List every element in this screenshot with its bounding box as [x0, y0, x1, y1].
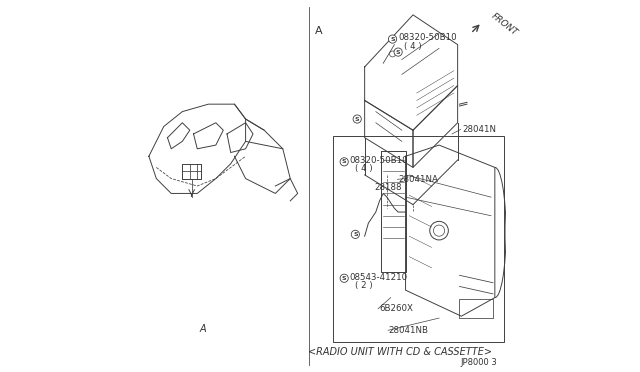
Text: 28041N: 28041N [462, 125, 496, 134]
Circle shape [351, 230, 360, 238]
Text: S: S [353, 232, 358, 237]
Text: ( 4 ): ( 4 ) [355, 164, 373, 173]
Circle shape [353, 115, 362, 123]
Circle shape [394, 48, 402, 56]
Text: A: A [315, 26, 323, 36]
Text: S: S [396, 49, 401, 55]
Text: S: S [342, 276, 346, 281]
Text: FRONT: FRONT [489, 11, 519, 37]
Bar [460, 299, 493, 318]
Text: ( 2 ): ( 2 ) [355, 281, 373, 290]
Text: 28041NA: 28041NA [398, 175, 438, 184]
Text: S: S [390, 36, 395, 42]
Text: 08543-41210: 08543-41210 [349, 273, 408, 282]
Text: A: A [200, 324, 206, 334]
Circle shape [388, 35, 397, 43]
Circle shape [340, 274, 348, 282]
Text: S: S [342, 159, 346, 164]
Text: 28041NB: 28041NB [389, 326, 429, 335]
Text: 6B260X: 6B260X [380, 304, 413, 313]
Text: <RADIO UNIT WITH CD & CASSETTE>: <RADIO UNIT WITH CD & CASSETTE> [308, 347, 492, 356]
Text: JP8000 3: JP8000 3 [460, 358, 497, 367]
Text: S: S [355, 116, 360, 122]
Text: 08320-50B10: 08320-50B10 [398, 33, 457, 42]
Text: ( 4 ): ( 4 ) [404, 42, 421, 51]
Circle shape [340, 158, 348, 166]
Text: 28188: 28188 [374, 183, 401, 192]
Text: 08320-50B10: 08320-50B10 [349, 156, 408, 165]
Bar [333, 136, 504, 342]
